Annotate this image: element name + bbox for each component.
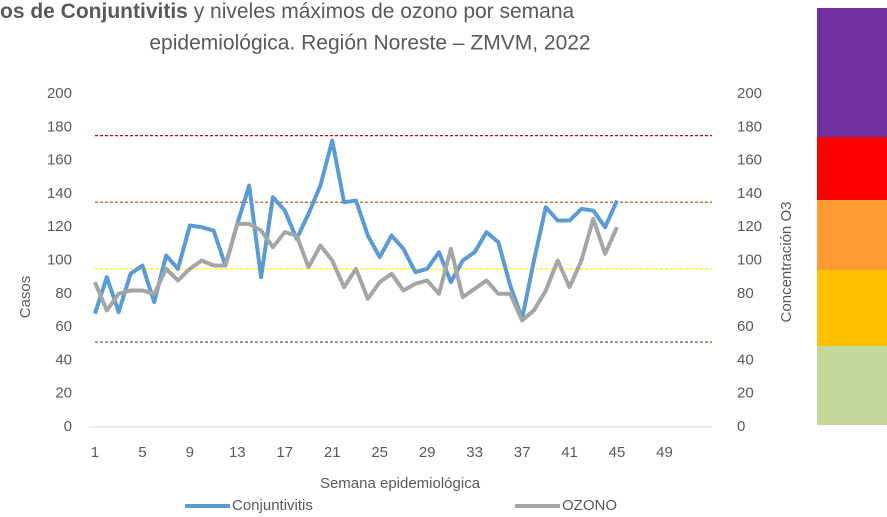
y-tick-label: 180 [47, 118, 72, 135]
scale-purple [817, 8, 887, 138]
scale-green [817, 346, 887, 425]
scale-orange [817, 200, 887, 271]
y-tick-label: 100 [47, 251, 72, 268]
y2-tick-label: 60 [737, 318, 754, 335]
y2-tick-label: 200 [737, 85, 762, 102]
title-rest: y niveles máximos de ozono por semana [194, 0, 575, 23]
y2-tick-label: 120 [737, 218, 762, 235]
legend-label: OZONO [562, 497, 617, 514]
y2-tick-label: 0 [737, 418, 745, 435]
x-tick-label: 41 [561, 444, 578, 461]
title-bold: os de Conjuntivitis [0, 0, 188, 23]
x-axis-label: Semana epidemiológica [320, 475, 481, 492]
y-tick-label: 120 [47, 218, 72, 235]
y-tick-label: 40 [55, 351, 72, 368]
x-tick-label: 13 [229, 444, 246, 461]
x-tick-label: 21 [324, 444, 341, 461]
series-line [93, 216, 619, 323]
x-tick-label: 1 [91, 444, 99, 461]
scale-yellow [817, 270, 887, 347]
x-tick-label: 49 [656, 444, 673, 461]
y2-tick-label: 100 [737, 251, 762, 268]
scale-red [817, 137, 887, 201]
y2-tick-label: 20 [737, 385, 754, 402]
y2-tick-label: 140 [737, 185, 762, 202]
color-scale [817, 8, 887, 425]
x-tick-label: 29 [419, 444, 436, 461]
x-tick-label: 25 [371, 444, 388, 461]
legend-label: Conjuntivitis [232, 497, 313, 514]
y2-axis-label: Concentración O3 [778, 202, 795, 323]
y-tick-label: 20 [55, 385, 72, 402]
y-tick-label: 140 [47, 185, 72, 202]
x-tick-label: 9 [186, 444, 194, 461]
y-axis-label: Casos [17, 276, 34, 319]
y-tick-label: 200 [47, 85, 72, 102]
x-tick-label: 33 [466, 444, 483, 461]
x-tick-label: 17 [276, 444, 293, 461]
series-line [93, 138, 619, 321]
y-tick-label: 60 [55, 318, 72, 335]
x-tick-label: 45 [609, 444, 626, 461]
chart-subtitle: epidemiológica. Región Noreste – ZMVM, 2… [149, 32, 590, 55]
y-tick-label: 80 [55, 285, 72, 302]
y2-tick-label: 80 [737, 285, 754, 302]
x-tick-label: 37 [514, 444, 531, 461]
y2-tick-label: 180 [737, 118, 762, 135]
y2-tick-label: 160 [737, 152, 762, 169]
y-tick-label: 0 [64, 418, 72, 435]
y-tick-label: 160 [47, 152, 72, 169]
chart-title: os de Conjuntivitis y niveles máximos de… [0, 0, 575, 23]
y2-tick-label: 40 [737, 351, 754, 368]
x-tick-label: 5 [138, 444, 146, 461]
